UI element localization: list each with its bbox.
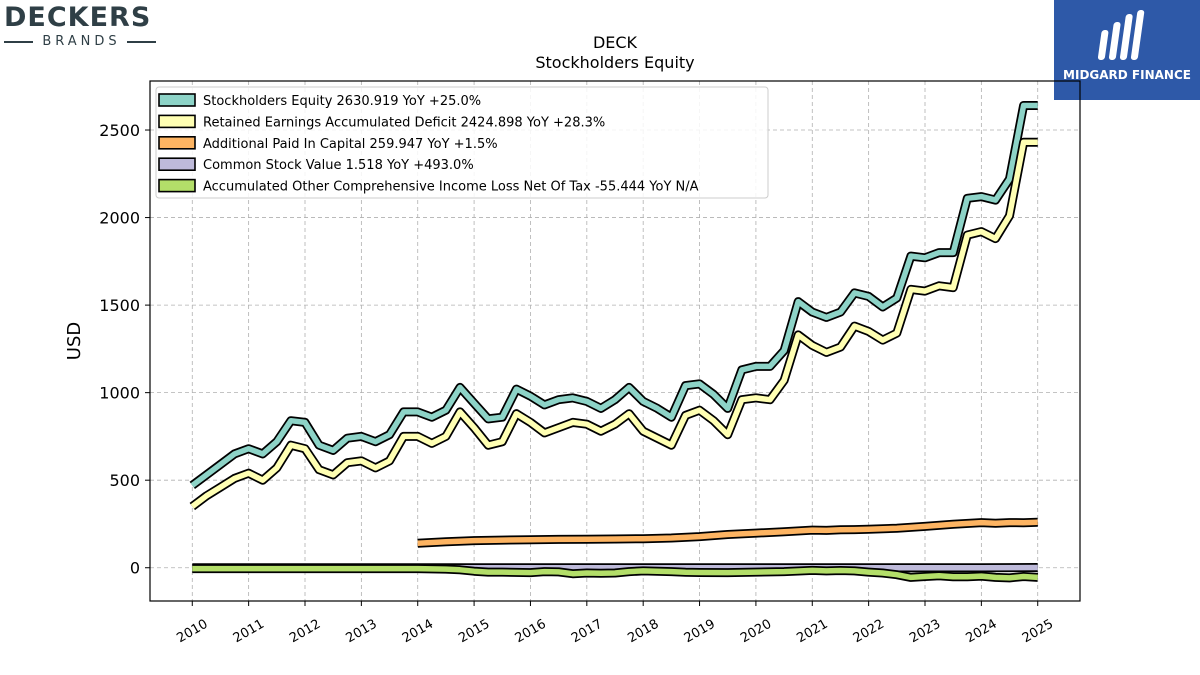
legend-label: Additional Paid In Capital 259.947 YoY +… (203, 137, 498, 152)
legend-entry: Retained Earnings Accumulated Deficit 24… (158, 114, 605, 130)
logo-brand-name: DECKERS (4, 2, 152, 33)
x-tick-label: 2018 (625, 617, 661, 647)
x-tick-label: 2023 (907, 617, 943, 647)
chart-subtitle: Stockholders Equity (535, 53, 694, 72)
x-tick-label: 2013 (344, 617, 380, 647)
legend-entry: Common Stock Value 1.518 YoY +493.0% (158, 157, 474, 173)
logo-sub-text: BRANDS (42, 34, 121, 49)
series-stroke (190, 102, 1038, 488)
legend-entry: Accumulated Other Comprehensive Income L… (158, 178, 699, 195)
legend-label: Retained Earnings Accumulated Deficit 24… (203, 115, 605, 130)
x-tick-label: 2022 (851, 617, 887, 647)
legend-box (155, 86, 769, 199)
y-tick-label: 500 (109, 471, 140, 490)
x-tick-label: 2015 (456, 617, 492, 647)
plot-frame (149, 80, 1081, 602)
series-line-0 (189, 101, 1038, 490)
x-tick-label: 2025 (1020, 617, 1056, 647)
logo-rule-left (4, 40, 34, 43)
series-line-4 (192, 564, 1038, 583)
x-tick-label: 2017 (569, 617, 605, 647)
x-tick-label: 2016 (513, 617, 549, 647)
series-line-1 (189, 137, 1038, 511)
y-tick-label: 2000 (99, 209, 140, 228)
x-axis-ticks: 2010 2011 2012 2013 2014 2015 2016 2017 2018 2019… (174, 601, 1056, 646)
y-tick-label: 1500 (99, 296, 140, 315)
series-stroke (192, 565, 1038, 581)
x-tick-label: 2020 (738, 617, 774, 647)
legend-swatch (158, 178, 196, 193)
chart-title: DECK (593, 33, 638, 52)
legend-label: Accumulated Other Comprehensive Income L… (203, 180, 699, 195)
legend-swatch (158, 157, 196, 171)
y-axis-ticks: 0 500 1000 1500 2000 2500 (99, 121, 150, 578)
midgard-finance-name: MIDGARD FINANCE (1063, 68, 1191, 82)
legend-swatch (158, 114, 196, 129)
x-tick-label: 2012 (287, 617, 323, 647)
y-tick-label: 0 (130, 559, 140, 578)
legend-label: Stockholders Equity 2630.919 YoY +25.0% (203, 94, 481, 109)
midgard-finance-logo: MIDGARD FINANCE (1054, 0, 1200, 100)
x-tick-label: 2010 (174, 617, 210, 647)
deckers-brands-logo: DECKERS BRANDS (4, 2, 164, 52)
legend-entry: Stockholders Equity 2630.919 YoY +25.0% (158, 93, 481, 109)
x-tick-label: 2019 (682, 617, 718, 647)
logo-brand-sub: BRANDS (4, 34, 156, 49)
legend-label: Common Stock Value 1.518 YoY +493.0% (203, 158, 474, 173)
x-tick-label: 2021 (794, 617, 830, 647)
series-stroke (417, 519, 1038, 546)
y-axis-label: USD (64, 322, 85, 360)
series-lines (189, 101, 1038, 583)
y-tick-label: 1000 (99, 384, 140, 403)
series-stroke (190, 139, 1038, 509)
y-tick-label: 2500 (99, 121, 140, 140)
legend: Stockholders Equity 2630.919 YoY +25.0% R… (155, 86, 769, 199)
x-tick-label: 2014 (400, 617, 436, 647)
legend-entry: Additional Paid In Capital 259.947 YoY +… (158, 136, 498, 152)
logo-rule-right (126, 40, 156, 43)
legend-swatch (158, 136, 196, 150)
midgard-mark-icon (1097, 10, 1145, 60)
x-tick-label: 2011 (231, 617, 267, 647)
x-tick-label: 2024 (964, 617, 1000, 647)
series-line-2 (417, 517, 1038, 548)
legend-swatch (158, 93, 196, 107)
